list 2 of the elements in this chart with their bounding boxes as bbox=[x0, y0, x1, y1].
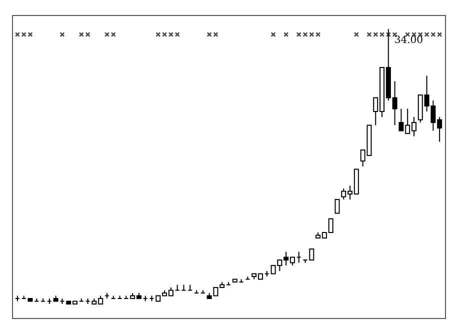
annotation: 34.00 bbox=[394, 35, 424, 46]
candlestick bbox=[334, 199, 340, 214]
